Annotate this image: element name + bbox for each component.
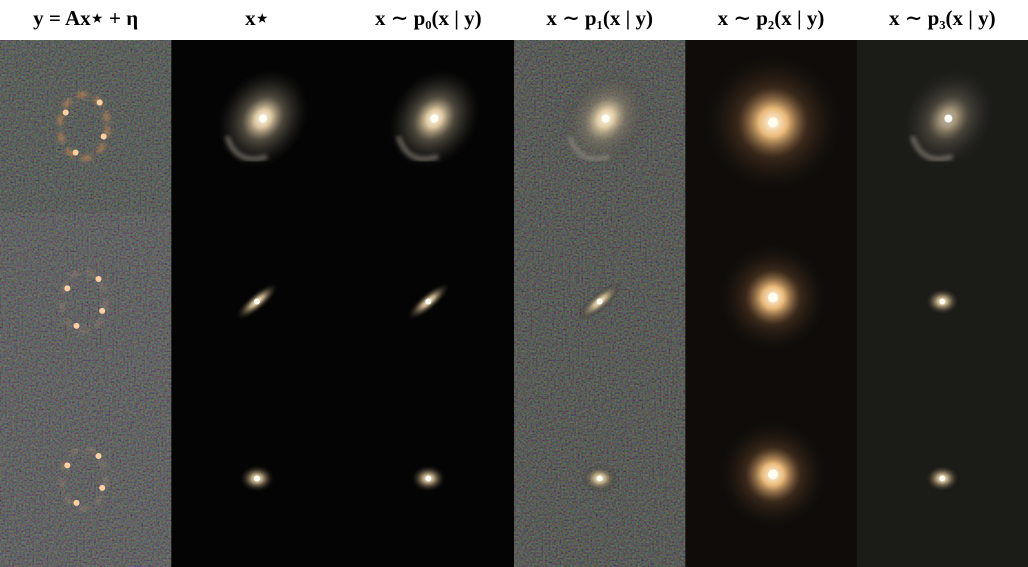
galaxy-core [597,476,603,482]
galaxy-core [430,115,438,123]
image-cell [514,40,686,214]
lens-spot [73,150,79,156]
lens-spot [64,285,70,291]
lens-spot [99,308,105,314]
image-cell [685,40,857,214]
lens-spot [99,485,105,491]
column-header: y = Ax⋆ + η [33,6,138,30]
galaxy-core [425,476,431,482]
image-cell [685,213,857,391]
noise [0,40,171,213]
image-cell [857,213,1028,391]
lens-spot [97,100,103,106]
galaxy-core [259,115,267,123]
image-cell [0,213,172,391]
column-header: x ∼ p₂(x | y) [718,6,825,30]
noise [0,390,171,567]
image-cell [171,40,343,214]
image-grid [0,40,1028,567]
column-header: x ∼ p₀(x | y) [375,6,482,30]
image-cell [343,40,515,214]
column-header: x⋆ [245,6,269,30]
galaxy-core [597,299,603,305]
column-headers: y = Ax⋆ + η x⋆ x ∼ p₀(x | y) x ∼ p₁(x | y) x… [33,6,996,30]
image-cell [857,40,1028,214]
lens-spot [74,500,80,506]
image-cell [514,213,686,391]
galaxy-core [944,115,952,123]
lens-spot [64,462,70,468]
image-cell [343,390,515,567]
galaxy-core [254,299,260,305]
galaxy-core [768,470,778,480]
galaxy-core [768,118,778,128]
image-cell [514,390,686,567]
image-cell [685,390,857,567]
lens-spot [96,453,102,459]
image-cell [0,40,172,214]
lens-spot [74,323,80,329]
galaxy-core [254,476,260,482]
galaxy-core [602,115,610,123]
galaxy-core [768,293,778,303]
noise [0,213,171,390]
galaxy-core [425,299,431,305]
figure: y = Ax⋆ + η x⋆ x ∼ p₀(x | y) x ∼ p₁(x | y) x… [0,0,1028,567]
column-header: x ∼ p₃(x | y) [889,6,996,30]
galaxy-core [939,299,945,305]
image-cell [171,213,343,391]
lens-spot [96,276,102,282]
image-cell [857,390,1028,567]
image-cell [343,213,515,391]
column-header: x ∼ p₁(x | y) [546,6,653,30]
image-cell [0,390,172,567]
lens-spot [101,134,107,140]
image-cell [171,390,343,567]
lens-spot [63,110,69,116]
galaxy-core [939,476,945,482]
